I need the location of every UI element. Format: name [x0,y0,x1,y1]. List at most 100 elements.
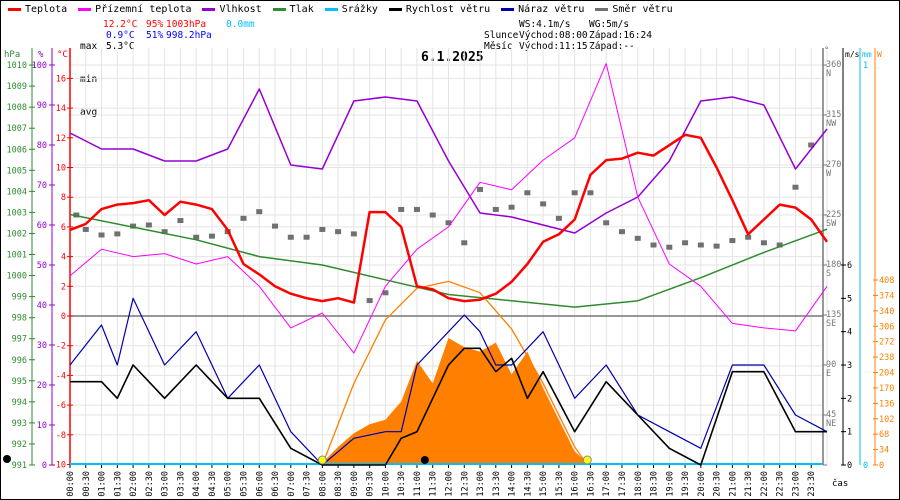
wind-dir-point [272,223,279,229]
x-tick-label: 14:00 [508,471,518,497]
legend-swatch [78,7,92,11]
deg-tick-label: 270 [826,160,841,170]
x-tick-label: 01:00 [98,471,108,497]
hpa-tick-label: 1009 [7,82,27,92]
degc-tick-label: 14 [56,104,66,114]
wind-dir-point [477,186,484,192]
pct-tick-label: 40 [37,301,47,311]
w-axis-label: W [877,50,882,59]
x-tick-label: 06:30 [271,471,281,497]
x-tick-label: 03:30 [176,471,186,497]
x-tick-label: 06:00 [255,471,265,497]
legend-swatch [501,7,515,11]
w-tick-label: 272 [879,338,894,348]
x-tick-label: 20:00 [697,471,707,497]
mm-tick-label: 0 [863,461,868,471]
x-tick-label: 15:00 [539,471,549,497]
w-tick-label: 374 [879,291,894,301]
solar-area [322,338,588,465]
pct-tick-label: 50 [37,261,47,271]
legend-swatch [595,7,609,11]
x-tick-label: 08:30 [334,471,344,497]
ms-tick-label: 6 [847,261,852,271]
wind-dir-point [256,209,263,215]
wind-dir-point [161,229,168,235]
x-tick-label: 21:30 [744,471,754,497]
deg-dir-label: S [826,269,831,279]
wind-dir-point [287,234,294,240]
degc-tick-label: 16 [56,74,66,84]
stat-max-temp: 12.2°C [103,19,138,30]
legend-item: Směr větru [595,2,673,16]
degc-tick-label: -2 [56,342,66,352]
degc-tick-label: 6 [61,223,66,233]
wind-dir-point [335,229,342,235]
legend-item: Tlak [272,2,314,16]
x-tick-label: 10:00 [381,471,391,497]
ms-tick-label: 4 [847,328,852,338]
legend-label: Vlhkost [219,3,262,15]
pct-axis-label: % [38,50,44,60]
x-tick-label: 00:30 [82,471,92,497]
deg-dir-label: SW [826,219,837,229]
wind-dir-point [634,235,641,241]
degc-tick-label: 8 [61,193,66,203]
hpa-tick-label: 998 [12,314,27,324]
legend-label: Směr větru [612,3,673,15]
hpa-tick-label: 1001 [7,251,27,261]
x-tick-label: 02:00 [129,471,139,497]
ms-tick-label: 5 [847,294,852,304]
hpa-tick-label: 1004 [7,187,27,197]
wind-dir-point [587,190,594,196]
stat-avg-temp: 5.3°C [106,41,135,52]
wind-dir-point [603,220,610,226]
x-tick-label: 16:30 [586,471,596,497]
wind-dir-point [618,229,625,235]
pct-tick-label: 80 [37,141,47,151]
corner-marker [3,455,11,463]
x-tick-label: 10:30 [397,471,407,497]
deg-axis-label: ° [824,46,829,56]
degc-tick-label: 10 [56,164,66,174]
deg-dir-label: NE [826,419,836,429]
w-tick-label: 0 [879,461,884,471]
stat-moonrise: Východ:11:15 [519,41,588,52]
wind-dir-point [571,190,578,196]
stats-labels: max min avg [80,19,97,129]
x-tick-label: 04:00 [192,471,202,497]
wind-dir-point [524,190,531,196]
stat-sun-label: Slunce [484,30,519,41]
degc-tick-label: -8 [56,431,66,441]
wind-dir-point [555,215,562,221]
hpa-tick-label: 994 [12,398,27,408]
legend-label: Srážky [341,3,378,15]
stat-max-label: max [80,41,98,52]
ms-axis-label: m/s [845,50,860,59]
x-tick-label: 14:30 [523,471,533,497]
pct-tick-label: 100 [32,61,47,71]
deg-tick-label: 315 [826,110,841,120]
x-tick-label: 17:30 [618,471,628,497]
x-tick-label: 07:00 [287,471,297,497]
chart-title: 6.1.2025 [421,50,484,65]
temperature-line [69,133,829,304]
hpa-tick-label: 1003 [7,208,27,218]
wind-dir-point [366,298,373,304]
legend-label: Přízemní teplota [95,3,192,15]
degc-tick-label: -4 [56,371,66,381]
legend-item: Srážky [324,2,378,16]
wind-dir-point [303,234,310,240]
hpa-axis-label: hPa [4,50,20,60]
degc-tick-label: 2 [61,282,66,292]
x-tick-label: 02:30 [145,471,155,497]
x-tick-label: 04:30 [208,471,218,497]
deg-tick-label: 45 [826,410,836,420]
deg-tick-label: 360 [826,60,841,70]
legend-label: Rychlost větru [405,3,491,15]
legend-label: Teplota [25,3,68,15]
x-tick-label: 18:00 [634,471,644,497]
wind-dir-point [697,242,704,248]
x-tick-label: 18:30 [650,471,660,497]
x-tick-label: 05:00 [224,471,234,497]
wind-dir-point [429,212,436,218]
